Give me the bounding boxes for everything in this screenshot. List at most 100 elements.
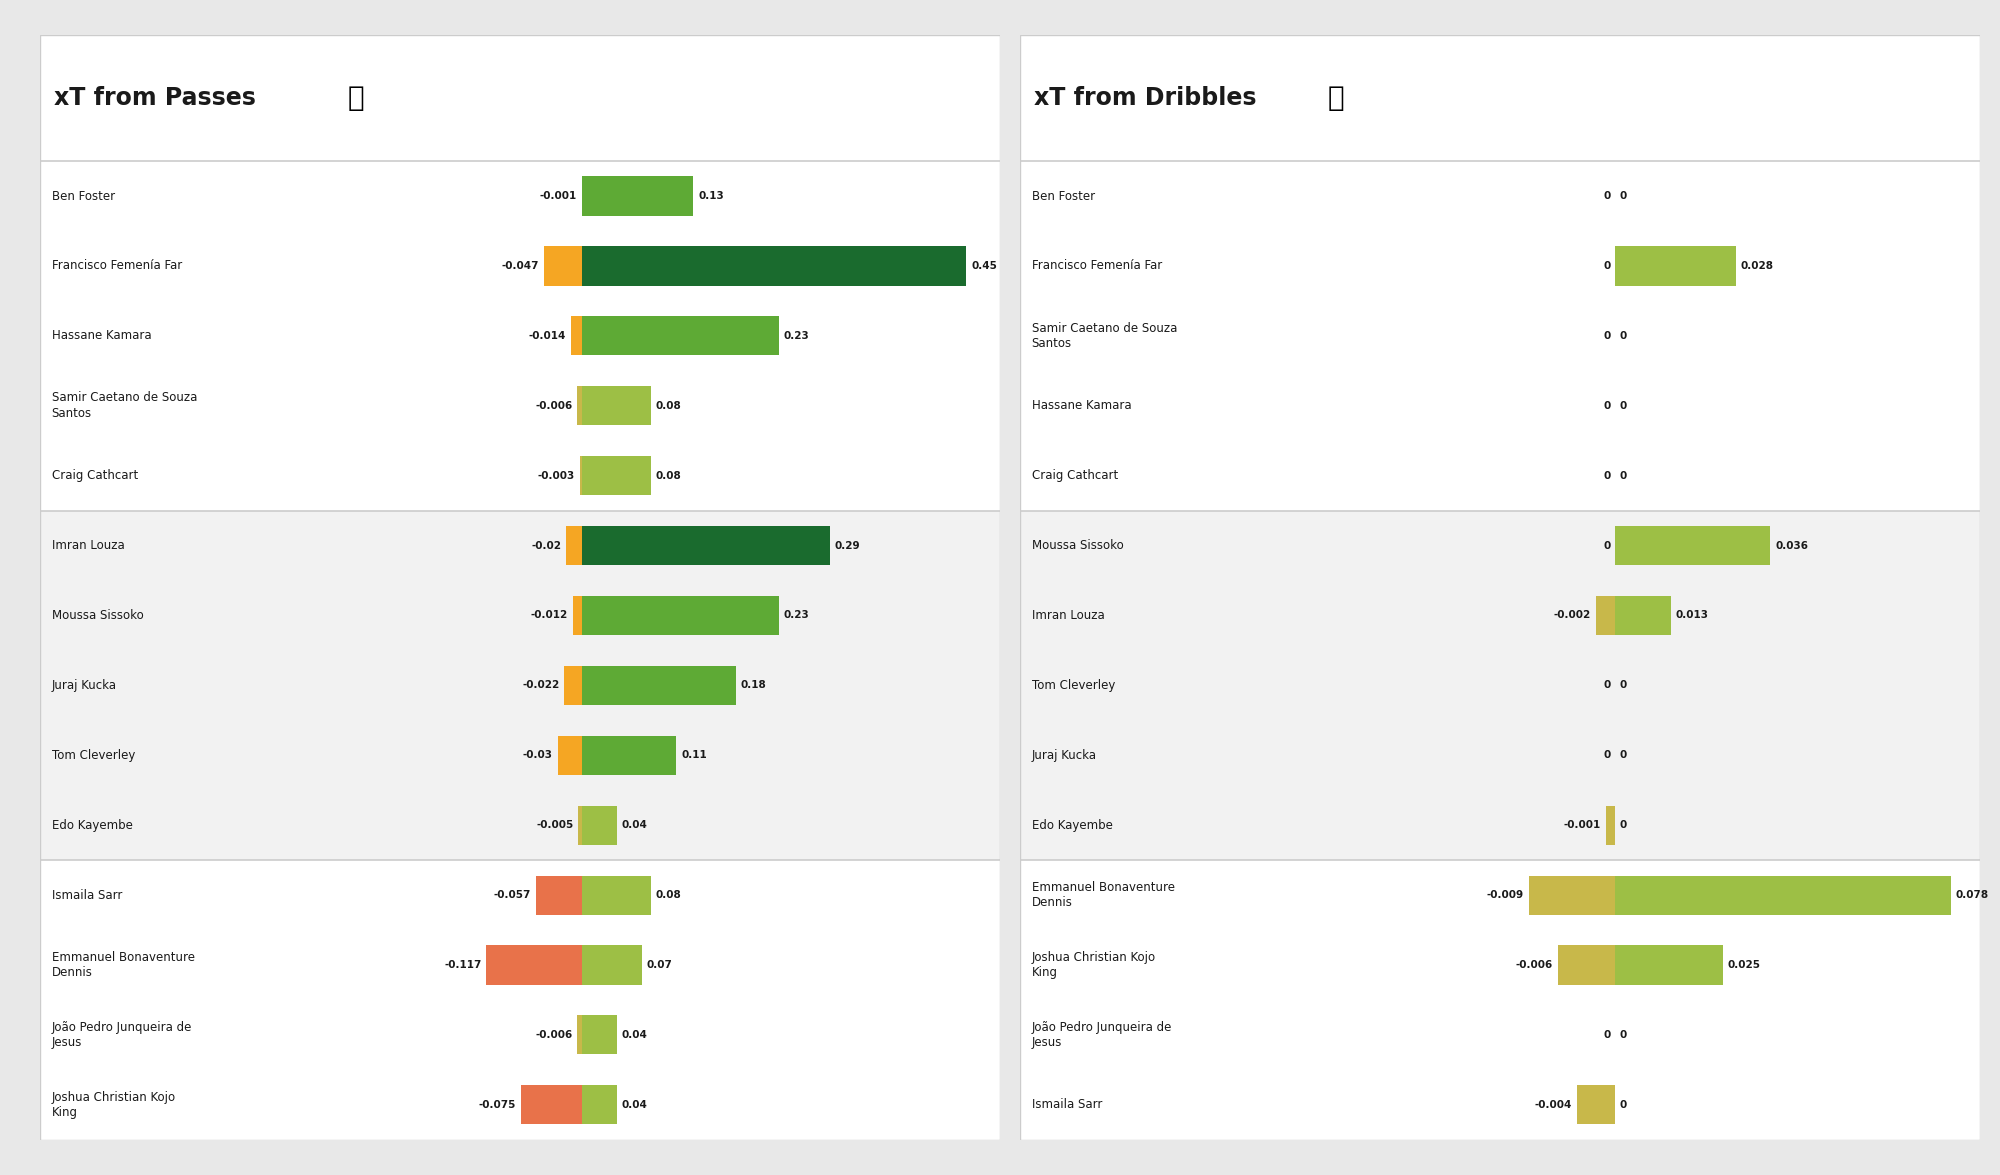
Bar [582, 456, 650, 495]
Text: 0: 0 [1604, 261, 1610, 271]
Bar [582, 176, 694, 215]
Bar [520, 1086, 582, 1124]
Bar [1576, 1086, 1616, 1124]
Text: -0.003: -0.003 [538, 471, 576, 481]
Text: 0: 0 [1604, 680, 1610, 691]
Text: 0: 0 [1620, 1100, 1628, 1110]
Text: -0.117: -0.117 [444, 960, 482, 971]
Text: Francisco Femenía Far: Francisco Femenía Far [52, 260, 182, 273]
Text: Hassane Kamara: Hassane Kamara [52, 329, 152, 342]
Text: Samir Caetano de Souza
Santos: Samir Caetano de Souza Santos [52, 391, 196, 419]
Text: Tom Cleverley: Tom Cleverley [1032, 679, 1114, 692]
Bar [558, 736, 582, 774]
Bar [570, 316, 582, 355]
Text: 0: 0 [1620, 471, 1628, 481]
Text: -0.022: -0.022 [522, 680, 560, 691]
Text: 0.45: 0.45 [972, 261, 998, 271]
Bar [544, 247, 582, 286]
Text: 0.04: 0.04 [622, 1100, 648, 1110]
Text: Juraj Kucka: Juraj Kucka [1032, 748, 1096, 761]
Text: 0: 0 [1604, 192, 1610, 201]
Text: 0: 0 [1604, 471, 1610, 481]
Text: -0.014: -0.014 [528, 331, 566, 341]
Text: 0.07: 0.07 [646, 960, 672, 971]
Text: 0: 0 [1604, 540, 1610, 551]
Bar [582, 316, 778, 355]
Text: -0.075: -0.075 [478, 1100, 516, 1110]
Text: -0.012: -0.012 [530, 611, 568, 620]
Text: -0.002: -0.002 [1554, 611, 1592, 620]
Text: 0: 0 [1604, 401, 1610, 411]
Bar [580, 456, 582, 495]
Text: 0: 0 [1620, 680, 1628, 691]
Text: xT from Dribbles: xT from Dribbles [1034, 86, 1256, 110]
Bar [1616, 875, 1952, 914]
Bar [1020, 161, 1980, 511]
Bar [582, 946, 642, 985]
Text: 0: 0 [1620, 192, 1628, 201]
Bar [486, 946, 582, 985]
Text: 0.025: 0.025 [1728, 960, 1760, 971]
Bar [1616, 247, 1736, 286]
Text: Edo Kayembe: Edo Kayembe [52, 819, 132, 832]
Bar [582, 387, 650, 425]
Text: Ben Foster: Ben Foster [52, 189, 114, 202]
Text: 0.18: 0.18 [740, 680, 766, 691]
Text: 0: 0 [1620, 331, 1628, 341]
Text: 🐝: 🐝 [348, 85, 364, 112]
Bar [582, 806, 616, 845]
Text: 0.08: 0.08 [656, 891, 682, 900]
Text: 0: 0 [1604, 331, 1610, 341]
Bar [578, 1015, 582, 1054]
Text: 0.08: 0.08 [656, 401, 682, 411]
Text: 0.23: 0.23 [784, 611, 810, 620]
Text: 0: 0 [1620, 1030, 1628, 1040]
Text: Ismaila Sarr: Ismaila Sarr [1032, 1099, 1102, 1112]
Text: Hassane Kamara: Hassane Kamara [1032, 400, 1132, 412]
Bar [582, 1086, 616, 1124]
Text: 0: 0 [1620, 401, 1628, 411]
Text: 0.11: 0.11 [682, 751, 706, 760]
Text: 0: 0 [1604, 751, 1610, 760]
Text: João Pedro Junqueira de
Jesus: João Pedro Junqueira de Jesus [52, 1021, 192, 1049]
Text: 0.036: 0.036 [1776, 540, 1808, 551]
Text: -0.005: -0.005 [536, 820, 574, 831]
Bar [582, 666, 736, 705]
Bar [536, 875, 582, 914]
Text: -0.006: -0.006 [1516, 960, 1552, 971]
Bar [582, 596, 778, 634]
Text: Ben Foster: Ben Foster [1032, 189, 1094, 202]
Bar [582, 875, 650, 914]
Bar [1616, 596, 1672, 634]
Text: -0.006: -0.006 [536, 401, 572, 411]
Text: Craig Cathcart: Craig Cathcart [1032, 469, 1118, 482]
Text: 0.04: 0.04 [622, 820, 648, 831]
Text: 0.078: 0.078 [1956, 891, 1990, 900]
Bar [1606, 806, 1616, 845]
Bar [1020, 860, 1980, 1140]
Text: 0: 0 [1620, 820, 1628, 831]
Bar [566, 526, 582, 565]
Bar [1616, 946, 1722, 985]
Text: -0.006: -0.006 [536, 1030, 572, 1040]
Text: Imran Louza: Imran Louza [52, 539, 124, 552]
Text: Craig Cathcart: Craig Cathcart [52, 469, 138, 482]
Text: -0.03: -0.03 [522, 751, 552, 760]
Text: Samir Caetano de Souza
Santos: Samir Caetano de Souza Santos [1032, 322, 1176, 350]
Text: 0: 0 [1620, 751, 1628, 760]
Bar [1558, 946, 1616, 985]
Text: -0.057: -0.057 [494, 891, 530, 900]
Bar [572, 596, 582, 634]
Text: Francisco Femenía Far: Francisco Femenía Far [1032, 260, 1162, 273]
Bar [582, 247, 966, 286]
Text: Moussa Sissoko: Moussa Sissoko [1032, 539, 1124, 552]
Text: Ismaila Sarr: Ismaila Sarr [52, 888, 122, 901]
Bar [564, 666, 582, 705]
Text: Juraj Kucka: Juraj Kucka [52, 679, 116, 692]
Text: João Pedro Junqueira de
Jesus: João Pedro Junqueira de Jesus [1032, 1021, 1172, 1049]
Bar [582, 526, 830, 565]
Bar [582, 736, 676, 774]
Text: 0.13: 0.13 [698, 192, 724, 201]
Bar [1616, 526, 1770, 565]
Text: -0.004: -0.004 [1534, 1100, 1572, 1110]
